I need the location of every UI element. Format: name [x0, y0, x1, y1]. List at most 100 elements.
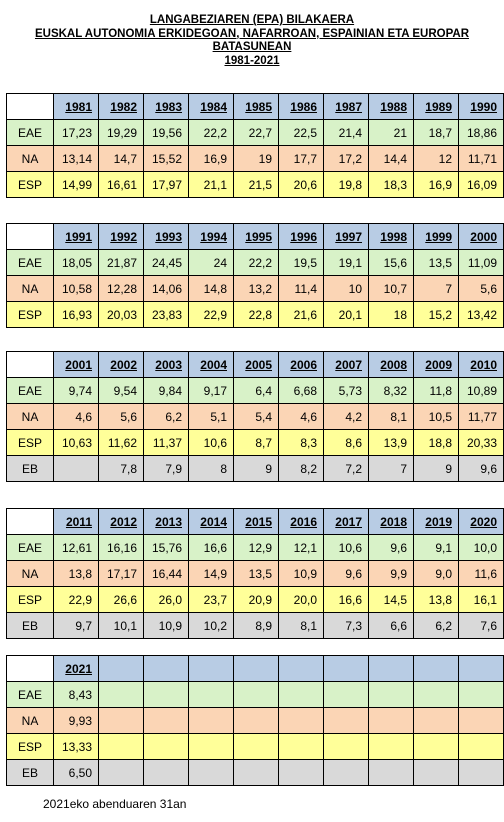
year-cell: 2010: [458, 351, 504, 378]
value-cell: 19,56: [143, 119, 189, 146]
value-cell: [98, 707, 144, 734]
value-cell: 12,9: [233, 534, 279, 561]
value-cell: 13,33: [53, 733, 99, 760]
value-cell: 4,6: [278, 403, 324, 430]
value-cell: 7,9: [143, 455, 189, 482]
unemployment-table: 1981 1982 1983 1984 1985 1986 1987 1988 1989 1990…: [6, 93, 504, 198]
year-cell: 1992: [98, 223, 144, 250]
value-cell: [413, 759, 459, 786]
value-cell: 24,45: [143, 249, 189, 276]
value-cell: 23,83: [143, 301, 189, 328]
value-cell: 19,8: [323, 171, 369, 198]
date-footer: 2021eko abenduaren 31an: [43, 797, 187, 811]
value-cell: 13,2: [233, 275, 279, 302]
value-cell: [323, 733, 369, 760]
value-cell: [53, 455, 99, 482]
value-cell: 16,9: [188, 145, 234, 172]
value-cell: [188, 759, 234, 786]
value-cell: [368, 759, 414, 786]
value-cell: 9,6: [458, 455, 504, 482]
value-cell: 20,9: [233, 586, 279, 613]
region-label: ESP: [6, 301, 54, 328]
region-row-eb: EB 7,8 7,9 8 9 8,2 7,2 7 9 9,6: [6, 455, 504, 482]
value-cell: 19,5: [278, 249, 324, 276]
region-label: EB: [6, 612, 54, 639]
year-cell: 1985: [233, 93, 279, 120]
value-cell: 20,1: [323, 301, 369, 328]
value-cell: [278, 707, 324, 734]
year-cell: [458, 655, 504, 682]
year-cell: 2016: [278, 508, 324, 535]
value-cell: 16,09: [458, 171, 504, 198]
value-cell: 8,9: [233, 612, 279, 639]
corner-cell: [6, 351, 54, 378]
value-cell: 8,2: [278, 455, 324, 482]
value-cell: 22,2: [233, 249, 279, 276]
year-cell: 2019: [413, 508, 459, 535]
value-cell: 9: [413, 455, 459, 482]
region-row-eb: EB 6,50: [6, 759, 504, 786]
value-cell: 21: [368, 119, 414, 146]
value-cell: [458, 759, 504, 786]
value-cell: 9,6: [323, 560, 369, 587]
value-cell: 10,6: [188, 429, 234, 456]
value-cell: 5,4: [233, 403, 279, 430]
value-cell: [188, 733, 234, 760]
year-cell: 2005: [233, 351, 279, 378]
year-header-row: 2011 2012 2013 2014 2015 2016 2017 2018 2019 2020: [6, 508, 504, 535]
region-row-eae: EAE 9,74 9,54 9,84 9,17 6,4 6,68 5,73 8,32 11,8 10…: [6, 377, 504, 404]
value-cell: 21,1: [188, 171, 234, 198]
region-label: NA: [6, 275, 54, 302]
year-cell: 2007: [323, 351, 369, 378]
year-cell: 2020: [458, 508, 504, 535]
title-line: BATASUNEAN: [212, 41, 292, 53]
value-cell: 16,16: [98, 534, 144, 561]
region-label: ESP: [6, 586, 54, 613]
value-cell: 15,6: [368, 249, 414, 276]
value-cell: 13,14: [53, 145, 99, 172]
value-cell: [413, 681, 459, 708]
value-cell: 22,9: [53, 586, 99, 613]
corner-cell: [6, 655, 54, 682]
value-cell: 20,03: [98, 301, 144, 328]
value-cell: [458, 733, 504, 760]
value-cell: 11,71: [458, 145, 504, 172]
year-cell: 1993: [143, 223, 189, 250]
value-cell: 22,5: [278, 119, 324, 146]
value-cell: [98, 733, 144, 760]
value-cell: 9,9: [368, 560, 414, 587]
value-cell: 7: [413, 275, 459, 302]
year-header-row: 2001 2002 2003 2004 2005 2006 2007 2008 2009 2010: [6, 351, 504, 378]
region-label: EAE: [6, 249, 54, 276]
value-cell: 8,6: [323, 429, 369, 456]
value-cell: 7,6: [458, 612, 504, 639]
value-cell: [143, 681, 189, 708]
value-cell: [368, 681, 414, 708]
value-cell: 6,68: [278, 377, 324, 404]
value-cell: 21,6: [278, 301, 324, 328]
value-cell: 10,5: [413, 403, 459, 430]
value-cell: 22,2: [188, 119, 234, 146]
value-cell: 16,9: [413, 171, 459, 198]
value-cell: 12,61: [53, 534, 99, 561]
value-cell: [233, 707, 279, 734]
region-row-eae: EAE 8,43: [6, 681, 504, 708]
region-label: NA: [6, 560, 54, 587]
year-cell: 1991: [53, 223, 99, 250]
value-cell: 9,7: [53, 612, 99, 639]
value-cell: 20,0: [278, 586, 324, 613]
region-row-na: NA 13,14 14,7 15,52 16,9 19 17,7 17,2 14,4 12 11,7…: [6, 145, 504, 172]
region-label: ESP: [6, 429, 54, 456]
value-cell: [278, 759, 324, 786]
region-label: EAE: [6, 681, 54, 708]
region-label: ESP: [6, 733, 54, 760]
region-label: NA: [6, 403, 54, 430]
value-cell: [323, 707, 369, 734]
value-cell: 14,9: [188, 560, 234, 587]
value-cell: 18,05: [53, 249, 99, 276]
value-cell: 17,97: [143, 171, 189, 198]
year-cell: 2004: [188, 351, 234, 378]
value-cell: 18,7: [413, 119, 459, 146]
value-cell: 19: [233, 145, 279, 172]
value-cell: 16,61: [98, 171, 144, 198]
